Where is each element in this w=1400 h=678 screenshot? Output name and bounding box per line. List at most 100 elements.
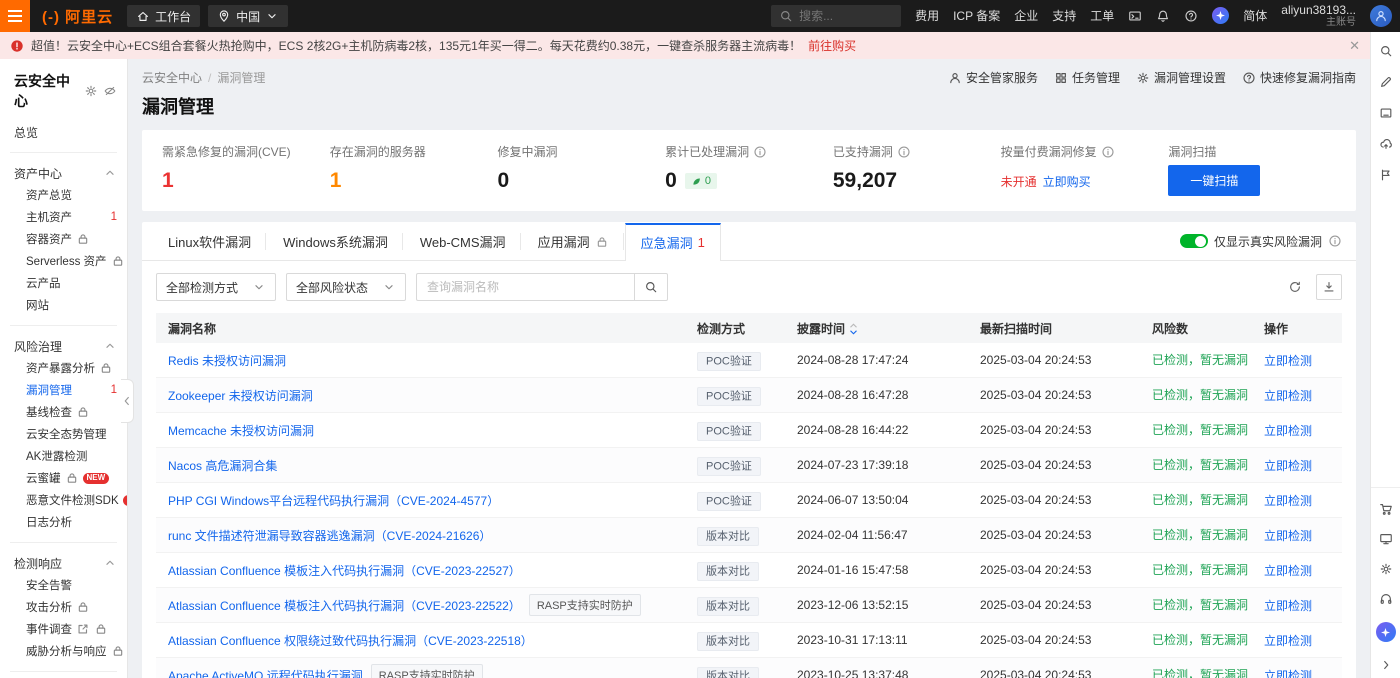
help-question-icon[interactable] (1184, 9, 1198, 23)
method-filter-select[interactable]: 全部检测方式 (156, 273, 277, 301)
sidebar-section-风险治理[interactable]: 风险治理 (0, 335, 127, 357)
vuln-name-link[interactable]: Atlassian Confluence 权限绕过致代码执行漏洞（CVE-202… (168, 633, 533, 648)
vuln-name-link[interactable]: Nacos 高危漏洞合集 (168, 458, 278, 473)
detect-now-link[interactable]: 立即检测 (1264, 633, 1313, 648)
detect-now-link[interactable]: 立即检测 (1264, 598, 1313, 613)
terminal-icon[interactable] (1128, 9, 1142, 23)
sidebar-section-检测响应[interactable]: 检测响应 (0, 552, 127, 574)
rail-gear-icon[interactable] (1379, 562, 1393, 576)
tab-Linux软件漏洞[interactable]: Linux软件漏洞 (152, 222, 267, 260)
vuln-name-link[interactable]: PHP CGI Windows平台远程代码执行漏洞（CVE-2024-4577） (168, 493, 500, 508)
vuln-name-link[interactable]: Redis 未授权访问漏洞 (168, 353, 287, 368)
sidebar-item-日志分析[interactable]: 日志分析 (26, 517, 72, 529)
hamburger-menu-icon[interactable] (0, 0, 30, 32)
account-info[interactable]: aliyun38193... 主账号 (1281, 3, 1356, 29)
topbar-link[interactable]: 费用 (915, 9, 940, 24)
status-filter-select[interactable]: 全部风险状态 (286, 273, 407, 301)
tab-Web-CMS漏洞[interactable]: Web-CMS漏洞 (404, 222, 522, 260)
real-risk-toggle[interactable] (1179, 234, 1208, 248)
global-search-input[interactable] (799, 8, 890, 23)
topbar-link[interactable]: 支持 (1052, 9, 1077, 24)
eye-off-icon[interactable] (103, 84, 117, 98)
header-link-任务管理[interactable]: 任务管理 (1054, 69, 1120, 86)
search-icon (779, 9, 793, 23)
rail-cart-icon[interactable] (1379, 502, 1393, 516)
global-search[interactable] (771, 4, 902, 27)
detect-now-link[interactable]: 立即检测 (1264, 668, 1313, 678)
region-selector[interactable]: 中国 (208, 5, 289, 27)
detect-now-link[interactable]: 立即检测 (1264, 423, 1313, 438)
vuln-name-link[interactable]: Atlassian Confluence 模板注入代码执行漏洞（CVE-2023… (168, 563, 521, 578)
sidebar-item-云产品[interactable]: 云产品 (26, 278, 61, 290)
notice-close-icon[interactable]: ✕ (1349, 37, 1360, 53)
notice-buy-link[interactable]: 前往购买 (808, 39, 857, 53)
sidebar-item-攻击分析[interactable]: 攻击分析 (0, 596, 127, 618)
notification-bell-icon[interactable] (1156, 9, 1170, 23)
one-click-scan-button[interactable]: 一键扫描 (1168, 165, 1261, 196)
rail-assistant-star-icon[interactable] (1375, 622, 1396, 642)
sidebar-item-Serverless 资产[interactable]: Serverless 资产 (0, 250, 127, 272)
vuln-name-link[interactable]: Zookeeper 未授权访问漏洞 (168, 388, 313, 403)
sidebar-item-恶意文件检测SDK[interactable]: 恶意文件检测SDKNEW (0, 489, 127, 511)
search-button[interactable] (634, 273, 669, 301)
sidebar-item-云安全态势管理[interactable]: 云安全态势管理 (26, 429, 107, 441)
header-link-快速修复漏洞指南[interactable]: 快速修复漏洞指南 (1242, 69, 1356, 86)
export-download-icon[interactable] (1316, 274, 1342, 300)
sidebar-item-云蜜罐[interactable]: 云蜜罐 NEW (0, 467, 127, 489)
sidebar-item-AK泄露检测[interactable]: AK泄露检测 (26, 451, 88, 463)
sidebar-item-资产总览[interactable]: 资产总览 (26, 190, 72, 202)
stat-存在漏洞的服务器: 存在漏洞的服务器 1 (330, 143, 498, 196)
topbar-link[interactable]: ICP 备案 (953, 9, 1001, 24)
rail-feedback-pencil-icon[interactable] (1379, 75, 1393, 89)
detect-now-link[interactable]: 立即检测 (1264, 528, 1313, 543)
workbench-button[interactable]: 工作台 (127, 5, 201, 27)
sidebar-item-事件调查[interactable]: 事件调查 (0, 618, 127, 640)
rail-cloud-upload-icon[interactable] (1379, 137, 1393, 151)
rail-headset-icon[interactable] (1379, 592, 1393, 606)
breadcrumb-root[interactable]: 云安全中心 (142, 71, 203, 85)
sidebar-section-资产中心[interactable]: 资产中心 (0, 162, 127, 184)
rail-search-icon[interactable] (1379, 44, 1393, 58)
vuln-name-link[interactable]: Memcache 未授权访问漏洞 (168, 423, 315, 438)
detect-now-link[interactable]: 立即检测 (1264, 353, 1313, 368)
settings-gear-icon[interactable] (84, 84, 98, 98)
tab-Windows系统漏洞[interactable]: Windows系统漏洞 (267, 222, 404, 260)
aliyun-logo[interactable]: (-) 阿里云 (42, 8, 114, 26)
sidebar-item-主机资产[interactable]: 主机资产 1 (26, 211, 117, 224)
detect-now-link[interactable]: 立即检测 (1264, 458, 1313, 473)
vuln-search-input[interactable] (416, 273, 635, 301)
sidebar-item-总览[interactable]: 总览 (14, 125, 39, 140)
rail-chevron-right-icon[interactable] (1379, 658, 1393, 672)
rail-flag-icon[interactable] (1379, 168, 1393, 182)
vuln-name-link[interactable]: runc 文件描述符泄漏导致容器逃逸漏洞（CVE-2024-21626） (168, 528, 492, 543)
buy-now-link[interactable]: 立即购买 (1042, 175, 1091, 189)
sidebar-item-基线检查[interactable]: 基线检查 (0, 401, 127, 423)
rail-panel-icon[interactable] (1379, 106, 1393, 120)
tab-应用漏洞[interactable]: 应用漏洞 (522, 222, 625, 260)
header-link-安全管家服务[interactable]: 安全管家服务 (948, 69, 1038, 86)
refresh-icon[interactable] (1282, 274, 1308, 300)
sidebar-item-网站[interactable]: 网站 (26, 300, 49, 312)
header-link-漏洞管理设置[interactable]: 漏洞管理设置 (1136, 69, 1226, 86)
sidebar-item-安全告警[interactable]: 安全告警 (26, 580, 72, 592)
sort-icon[interactable] (849, 323, 858, 335)
sidebar-item-容器资产[interactable]: 容器资产 (0, 228, 127, 250)
detect-now-link[interactable]: 立即检测 (1264, 493, 1313, 508)
vuln-name-link[interactable]: Apache ActiveMQ 远程代码执行漏洞 (168, 668, 363, 678)
sidebar-item-漏洞管理[interactable]: 漏洞管理 1 (26, 384, 117, 397)
page-title: 漏洞管理 (142, 97, 214, 117)
sidebar-collapse-handle[interactable] (121, 379, 134, 423)
sidebar-item-资产暴露分析[interactable]: 资产暴露分析 (0, 357, 127, 379)
detect-now-link[interactable]: 立即检测 (1264, 563, 1313, 578)
column-header: 风险数 (1152, 321, 1189, 336)
detect-now-link[interactable]: 立即检测 (1264, 388, 1313, 403)
topbar-link[interactable]: 企业 (1014, 9, 1039, 24)
avatar[interactable] (1370, 4, 1392, 27)
rail-monitor-icon[interactable] (1379, 532, 1393, 546)
vuln-name-link[interactable]: Atlassian Confluence 模板注入代码执行漏洞（CVE-2023… (168, 598, 521, 613)
language-switch[interactable]: 简体 (1243, 9, 1268, 24)
topbar-link[interactable]: 工单 (1090, 9, 1115, 24)
tab-应急漏洞[interactable]: 应急漏洞 1 (624, 223, 721, 261)
app-star-icon[interactable] (1212, 7, 1230, 25)
sidebar-item-威胁分析与响应[interactable]: 威胁分析与响应NEW (0, 640, 127, 662)
